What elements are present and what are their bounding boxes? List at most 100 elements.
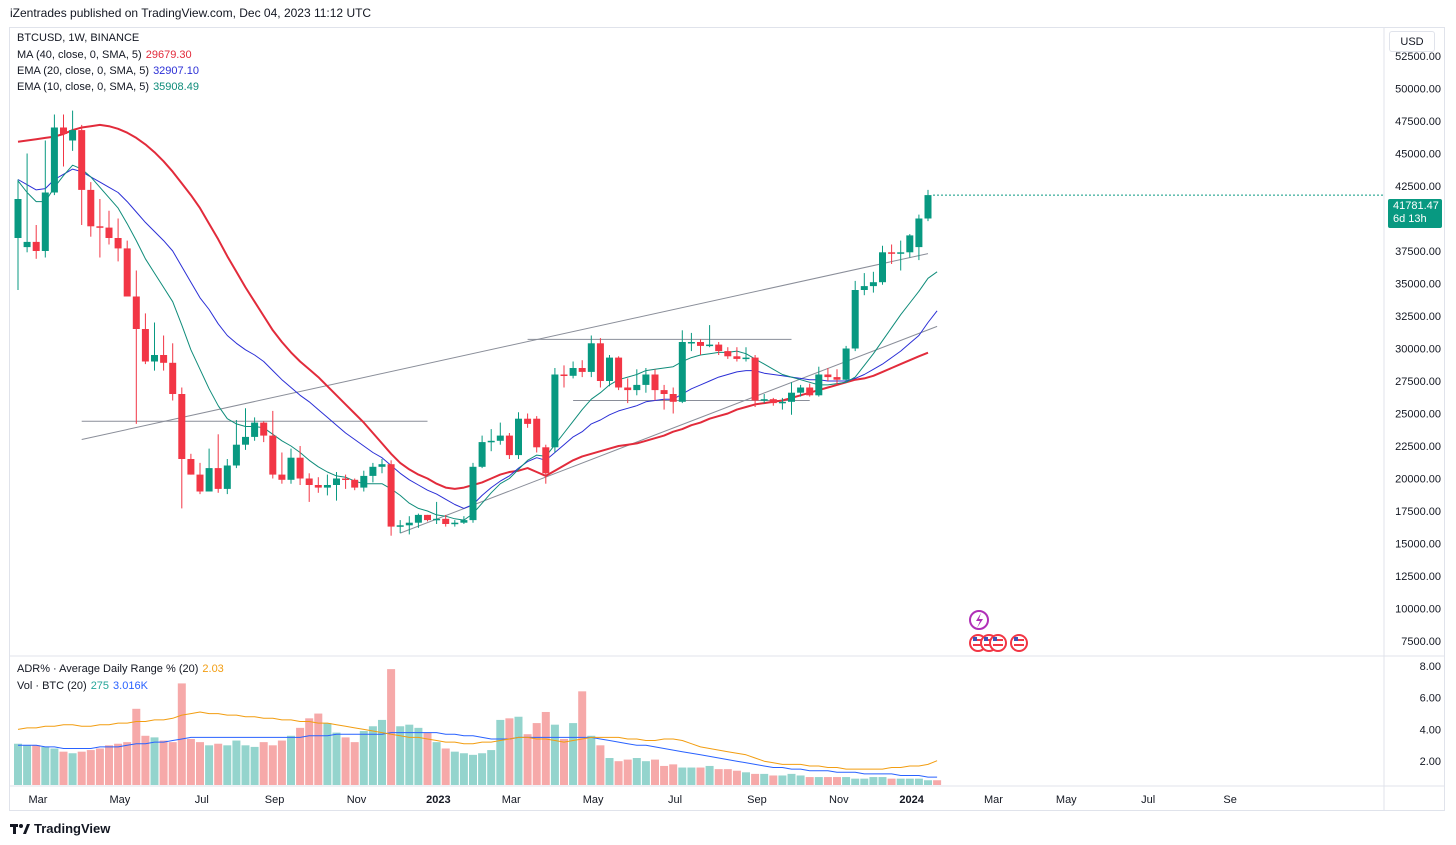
- price-tick-label: 52500.00: [1395, 51, 1441, 63]
- us-flag-stripe: [973, 644, 983, 646]
- volume-bar: [186, 738, 195, 785]
- candle-body: [451, 522, 459, 525]
- volume-bar: [287, 735, 295, 785]
- volume-bar: [469, 754, 477, 785]
- candle-body: [742, 357, 750, 360]
- volume-bar: [860, 778, 869, 785]
- time-tick-label: Mar: [29, 794, 48, 806]
- volume-bar: [432, 742, 441, 785]
- candle-body: [405, 522, 413, 526]
- candle-body: [505, 435, 513, 456]
- us-flag-canton: [993, 637, 997, 641]
- volume-bar: [742, 772, 750, 785]
- sub-tick-label: 2.00: [1420, 756, 1441, 768]
- candle-body: [642, 374, 650, 385]
- legend-adr-label: ADR% · Average Daily Range % (20): [17, 663, 199, 675]
- volume-bar: [14, 743, 22, 785]
- trendline: [400, 325, 938, 534]
- volume-bar: [887, 778, 896, 785]
- volume-bar: [878, 777, 887, 785]
- volume-bar: [414, 727, 423, 785]
- volume-bar: [41, 746, 50, 785]
- candle-body: [169, 362, 177, 394]
- volume-bar: [778, 775, 787, 785]
- legend-vol[interactable]: Vol · BTC (20) 275 3.016K: [17, 680, 148, 692]
- us-flag-event-icon: [989, 634, 1007, 652]
- volume-bar: [696, 767, 705, 785]
- candle-body: [396, 525, 404, 527]
- volume-bar: [550, 724, 559, 785]
- volume-bar: [541, 711, 550, 785]
- candle-body: [378, 464, 386, 467]
- price-tick-label: 50000.00: [1395, 84, 1441, 96]
- volume-bar: [760, 773, 769, 785]
- volume-bar: [123, 742, 132, 785]
- volume-bar: [132, 708, 141, 785]
- legend-ema10[interactable]: EMA (10, close, 0, SMA, 5) 35908.49: [17, 81, 199, 93]
- time-tick-label: Sep: [265, 794, 285, 806]
- volume-bar: [623, 759, 632, 785]
- volume-bar: [505, 718, 514, 785]
- ma40-line: [17, 123, 929, 490]
- volume-bar: [578, 691, 587, 785]
- volume-bar: [787, 773, 796, 785]
- volume-bar: [150, 737, 159, 785]
- legend-ma40[interactable]: MA (40, close, 0, SMA, 5) 29679.30: [17, 49, 192, 61]
- volume-bar: [95, 748, 104, 785]
- volume-bar: [232, 740, 241, 785]
- volume-bar: [651, 759, 659, 785]
- volume-bar: [196, 742, 204, 785]
- volume-sma-line: [18, 732, 938, 778]
- volume-bar: [450, 751, 459, 785]
- volume-bar: [305, 718, 314, 785]
- candle-body: [260, 422, 268, 436]
- tradingview-footer[interactable]: TradingView: [10, 821, 110, 836]
- candle-body: [515, 418, 522, 456]
- candle-body: [578, 368, 586, 372]
- price-tick-label: 35000.00: [1395, 279, 1441, 291]
- us-flag-stripe: [1014, 639, 1024, 641]
- legend-adr[interactable]: ADR% · Average Daily Range % (20) 2.03: [17, 663, 224, 675]
- volume-bar: [168, 742, 177, 785]
- candle-body: [296, 457, 304, 479]
- currency-button[interactable]: USD: [1389, 31, 1435, 52]
- legend-ema20[interactable]: EMA (20, close, 0, SMA, 5) 32907.10: [17, 65, 199, 77]
- time-tick-label: Nov: [347, 794, 367, 806]
- candle-body: [387, 464, 395, 527]
- candle-body: [478, 442, 486, 467]
- candle-body: [760, 399, 768, 401]
- time-tick-label: May: [583, 794, 604, 806]
- candle-body: [860, 286, 868, 290]
- candle-body: [915, 218, 923, 248]
- candle-body: [560, 374, 568, 376]
- volume-bar: [605, 758, 614, 785]
- candle-body: [278, 474, 286, 480]
- publish-header: iZentrades published on TradingView.com,…: [10, 6, 372, 20]
- legend-ema20-label: EMA (20, close, 0, SMA, 5): [17, 65, 150, 77]
- volume-bar: [641, 761, 650, 785]
- volume-bar: [514, 716, 523, 785]
- candle-body: [633, 384, 641, 391]
- volume-bar: [459, 753, 468, 785]
- candle-body: [587, 343, 595, 372]
- volume-bar: [914, 778, 923, 785]
- candle-body: [232, 444, 240, 466]
- sub-tick-label: 8.00: [1420, 661, 1441, 673]
- legend-ema20-value: 32907.10: [153, 65, 199, 77]
- volume-bar: [314, 713, 323, 785]
- legend-vol-label: Vol · BTC (20): [17, 680, 87, 692]
- candle-body: [724, 351, 732, 357]
- candle-body: [32, 241, 40, 251]
- volume-bar: [869, 777, 878, 785]
- legend-symbol[interactable]: BTCUSD, 1W, BINANCE: [17, 32, 140, 44]
- candle-body: [96, 226, 104, 228]
- ema10-line: [17, 164, 938, 521]
- candle-body: [769, 399, 777, 404]
- candle-body: [196, 474, 204, 492]
- volume-bar: [905, 778, 914, 785]
- price-tick-label: 27500.00: [1395, 376, 1441, 388]
- volume-bar: [423, 732, 432, 785]
- volume-bar: [350, 742, 359, 785]
- volume-bar: [32, 745, 41, 785]
